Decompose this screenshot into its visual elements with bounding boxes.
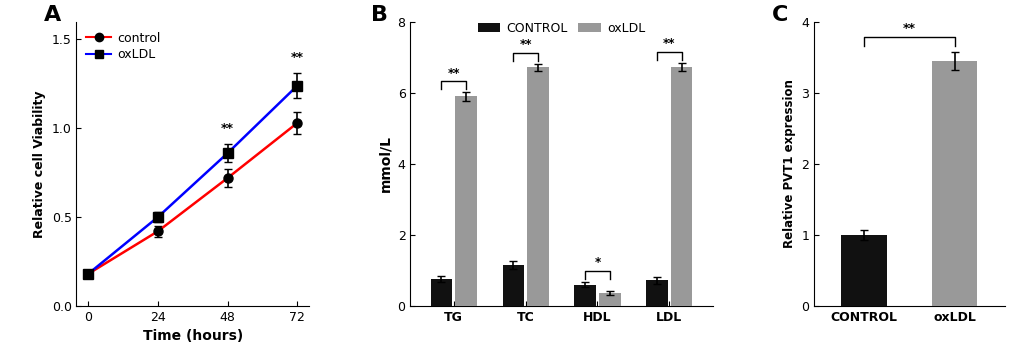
Bar [574, 285, 595, 306]
Bar [931, 61, 976, 306]
Text: **: ** [662, 38, 675, 50]
Bar [527, 67, 548, 306]
Text: B: B [371, 5, 388, 25]
Bar [671, 67, 692, 306]
X-axis label: Time (hours): Time (hours) [143, 329, 243, 343]
Y-axis label: Relative cell Viability: Relative cell Viability [33, 90, 46, 237]
Bar [598, 293, 620, 306]
Text: **: ** [447, 67, 460, 80]
Bar [502, 265, 524, 306]
Text: **: ** [519, 38, 531, 51]
Legend: CONTROL, oxLDL: CONTROL, oxLDL [473, 17, 649, 39]
Text: A: A [44, 5, 61, 25]
Text: *: * [594, 256, 600, 269]
Bar [430, 279, 451, 306]
Text: **: ** [290, 51, 304, 64]
Text: **: ** [221, 122, 233, 135]
Legend: control, oxLDL: control, oxLDL [83, 28, 165, 65]
Text: C: C [771, 5, 788, 25]
Bar [841, 235, 886, 306]
Y-axis label: Relative PVT1 expression: Relative PVT1 expression [782, 79, 795, 248]
Bar [646, 280, 667, 306]
Y-axis label: mmol/L: mmol/L [378, 135, 391, 192]
Bar [454, 96, 476, 306]
Text: **: ** [902, 22, 915, 35]
